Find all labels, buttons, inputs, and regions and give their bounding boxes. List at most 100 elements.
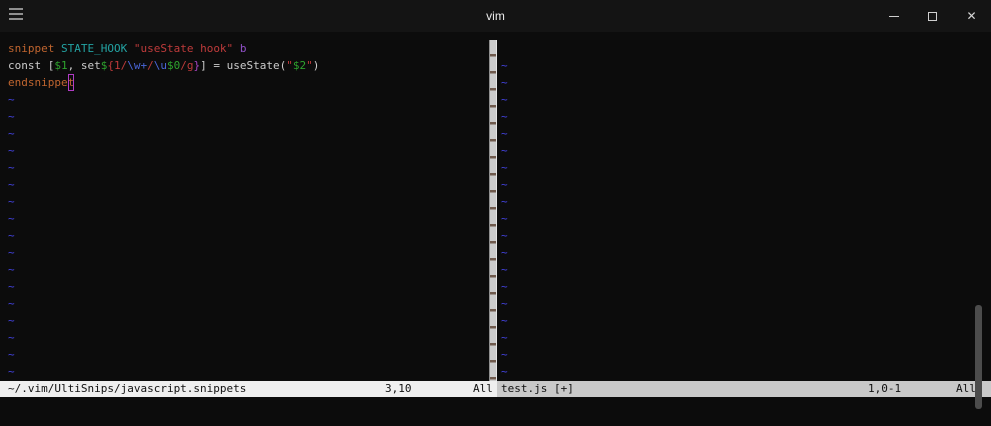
statusline-cursor-position: 1,0-1: [868, 382, 902, 395]
tilde-marker: ~: [8, 93, 15, 106]
empty-line-tilde: ~: [501, 329, 971, 346]
empty-line-tilde: ~: [501, 363, 971, 380]
statusline-scroll-indicator: All: [473, 382, 493, 395]
tilde-marker: ~: [501, 365, 508, 378]
empty-line-tilde: ~: [501, 261, 971, 278]
tilde-marker: ~: [8, 178, 15, 191]
empty-line-tilde: ~: [8, 125, 486, 142]
tilde-marker: ~: [8, 331, 15, 344]
vertical-split-separator[interactable]: [489, 40, 497, 381]
syntax-token: [127, 42, 134, 55]
empty-line-tilde: ~: [8, 159, 486, 176]
syntax-token: /g: [180, 59, 194, 72]
empty-line-tilde: ~: [501, 312, 971, 329]
empty-line-tilde: ~: [8, 91, 486, 108]
close-button[interactable]: ✕: [952, 0, 991, 32]
buffer-line: endsnippet: [8, 74, 486, 91]
tilde-marker: ~: [501, 195, 508, 208]
empty-line-tilde: ~: [501, 244, 971, 261]
title-bar: vim ✕: [0, 0, 991, 32]
tilde-marker: ~: [501, 212, 508, 225]
syntax-token: ": [286, 59, 293, 72]
tilde-marker: ~: [8, 365, 15, 378]
tilde-marker: ~: [501, 93, 508, 106]
tilde-marker: ~: [8, 280, 15, 293]
empty-line-tilde: ~: [8, 295, 486, 312]
hamburger-bar: [9, 13, 23, 15]
tilde-marker: ~: [501, 144, 508, 157]
tilde-marker: ~: [501, 263, 508, 276]
statusline-active: ~/.vim/UltiSnips/javascript.snippets 3,1…: [0, 381, 497, 397]
tilde-marker: ~: [8, 229, 15, 242]
tilde-marker: ~: [8, 195, 15, 208]
empty-line-tilde: ~: [8, 261, 486, 278]
close-icon: ✕: [966, 9, 977, 23]
tilde-marker: ~: [501, 348, 508, 361]
empty-line-tilde: ~: [501, 91, 971, 108]
empty-line-tilde: ~: [501, 125, 971, 142]
tilde-marker: ~: [501, 110, 508, 123]
empty-line-tilde: ~: [501, 176, 971, 193]
empty-line-tilde: ~: [8, 312, 486, 329]
syntax-token: snippet: [8, 42, 55, 55]
empty-line-tilde: ~: [8, 329, 486, 346]
testjs-buffer-pane[interactable]: ~ ~ ~ ~ ~ ~ ~ ~ ~ ~ ~ ~ ~ ~ ~ ~ ~ ~ ~: [501, 40, 971, 380]
tilde-marker: ~: [8, 161, 15, 174]
tilde-marker: ~: [8, 127, 15, 140]
hamburger-bar: [9, 18, 23, 20]
empty-line-tilde: ~: [8, 278, 486, 295]
buffer-line: const [$1, set${1/\w+/\u$0/g}] = useStat…: [8, 57, 486, 74]
tilde-marker: ~: [501, 246, 508, 259]
tilde-marker: ~: [8, 212, 15, 225]
syntax-token: ": [306, 59, 313, 72]
buffer-line: snippet STATE_HOOK "useState hook" b: [8, 40, 486, 57]
empty-line-tilde: ~: [501, 346, 971, 363]
minimize-icon: [888, 15, 899, 17]
empty-line-tilde: ~: [8, 142, 486, 159]
empty-line-tilde: ~: [501, 159, 971, 176]
window-title: vim: [486, 9, 505, 23]
empty-line-tilde: ~: [8, 108, 486, 125]
tilde-marker: ~: [501, 297, 508, 310]
hamburger-menu-icon[interactable]: [9, 8, 33, 24]
statusline-scroll-indicator: All: [956, 382, 976, 395]
syntax-token: \w+: [127, 59, 148, 72]
snippets-buffer-pane[interactable]: snippet STATE_HOOK "useState hook" b cons…: [8, 40, 486, 380]
empty-line-tilde: ~: [501, 295, 971, 312]
tilde-marker: ~: [8, 314, 15, 327]
syntax-token: ] = useState(: [200, 59, 287, 72]
tilde-marker: ~: [501, 280, 508, 293]
syntax-token: ): [312, 59, 320, 72]
tilde-marker: ~: [501, 76, 508, 89]
empty-line-tilde: ~: [501, 74, 971, 91]
maximize-button[interactable]: [913, 0, 952, 32]
empty-line-tilde: ~: [8, 244, 486, 261]
tilde-marker: ~: [8, 246, 15, 259]
minimize-button[interactable]: [874, 0, 913, 32]
syntax-token: $: [100, 59, 108, 72]
empty-line-tilde: ~: [501, 227, 971, 244]
tilde-marker: ~: [501, 331, 508, 344]
syntax-token: /: [147, 59, 154, 72]
empty-line-tilde: ~: [501, 57, 971, 74]
hamburger-bar: [9, 8, 23, 10]
empty-line-tilde: ~: [8, 176, 486, 193]
syntax-token: [54, 42, 61, 55]
empty-line-tilde: ~: [501, 193, 971, 210]
vim-cursor: t: [67, 74, 75, 91]
empty-line-tilde: ~: [8, 210, 486, 227]
empty-line-tilde: ~: [8, 227, 486, 244]
statusline-cursor-position: 3,10: [385, 382, 412, 395]
syntax-token: {1/: [107, 59, 128, 72]
tilde-marker: ~: [501, 127, 508, 140]
syntax-token: $1: [54, 59, 68, 72]
terminal-scrollbar-thumb[interactable]: [975, 305, 982, 409]
tilde-marker: ~: [8, 110, 15, 123]
empty-line-tilde: ~: [501, 108, 971, 125]
tilde-marker: ~: [501, 161, 508, 174]
tilde-marker: ~: [501, 178, 508, 191]
statusline-inactive: test.js [+] 1,0-1 All: [497, 381, 991, 397]
tilde-marker: ~: [8, 348, 15, 361]
syntax-token: $0: [166, 59, 181, 72]
